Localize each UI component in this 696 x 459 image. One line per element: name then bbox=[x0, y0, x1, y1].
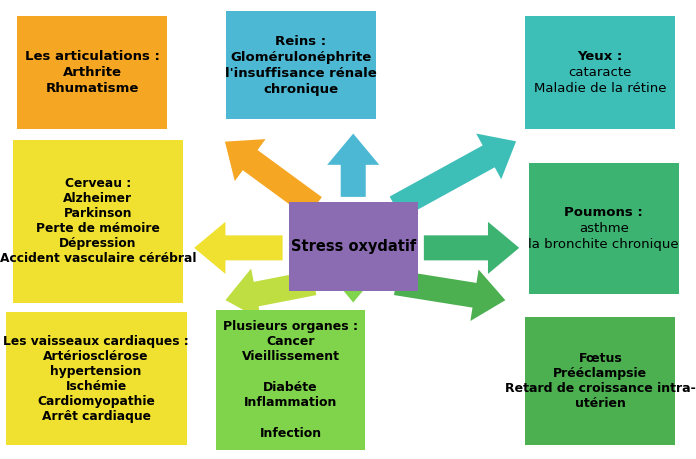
Text: hypertension: hypertension bbox=[50, 364, 142, 378]
FancyBboxPatch shape bbox=[226, 11, 376, 119]
Text: Inflammation: Inflammation bbox=[244, 396, 338, 409]
Text: Vieillissement: Vieillissement bbox=[242, 350, 340, 364]
Text: utérien: utérien bbox=[575, 397, 626, 410]
Text: Cardiomyopathie: Cardiomyopathie bbox=[37, 395, 155, 408]
Text: Ischémie: Ischémie bbox=[65, 380, 127, 393]
FancyBboxPatch shape bbox=[525, 16, 675, 129]
Text: Stress oxydatif: Stress oxydatif bbox=[291, 239, 416, 254]
FancyBboxPatch shape bbox=[13, 140, 183, 303]
Text: l'insuffisance rénale: l'insuffisance rénale bbox=[225, 67, 377, 80]
FancyBboxPatch shape bbox=[525, 317, 675, 445]
FancyBboxPatch shape bbox=[17, 16, 167, 129]
Text: Les articulations :: Les articulations : bbox=[25, 50, 159, 63]
Text: Fœtus: Fœtus bbox=[578, 352, 622, 364]
Text: Cerveau :: Cerveau : bbox=[65, 178, 131, 190]
Text: Cancer: Cancer bbox=[267, 335, 315, 348]
Text: Alzheimer: Alzheimer bbox=[63, 192, 132, 206]
Text: Prééclampsie: Prééclampsie bbox=[553, 367, 647, 380]
FancyBboxPatch shape bbox=[216, 310, 365, 450]
Text: Dépression: Dépression bbox=[59, 237, 136, 251]
Text: Rhumatisme: Rhumatisme bbox=[45, 82, 139, 95]
Text: Maladie de la rétine: Maladie de la rétine bbox=[534, 82, 667, 95]
Text: Glomérulonéphrite: Glomérulonéphrite bbox=[230, 51, 372, 64]
Text: chronique: chronique bbox=[264, 83, 338, 96]
Text: la bronchite chronique: la bronchite chronique bbox=[528, 238, 679, 251]
Text: Diabéte: Diabéte bbox=[263, 381, 318, 394]
Text: Plusieurs organes :: Plusieurs organes : bbox=[223, 320, 358, 333]
Text: cataracte: cataracte bbox=[569, 66, 632, 79]
Text: Infection: Infection bbox=[260, 427, 322, 440]
Text: Artériosclérose: Artériosclérose bbox=[43, 350, 149, 363]
FancyBboxPatch shape bbox=[6, 312, 187, 445]
Text: Les vaisseaux cardiaques :: Les vaisseaux cardiaques : bbox=[3, 335, 189, 347]
Text: Poumons :: Poumons : bbox=[564, 206, 643, 219]
Text: asthme: asthme bbox=[579, 222, 628, 235]
FancyBboxPatch shape bbox=[529, 163, 679, 294]
Text: Accident vasculaire cérébral: Accident vasculaire cérébral bbox=[0, 252, 196, 265]
Text: Parkinson: Parkinson bbox=[63, 207, 132, 220]
FancyBboxPatch shape bbox=[289, 202, 418, 291]
Text: Arrêt cardiaque: Arrêt cardiaque bbox=[42, 410, 150, 423]
Text: Retard de croissance intra-: Retard de croissance intra- bbox=[505, 382, 696, 395]
Text: Yeux :: Yeux : bbox=[578, 50, 623, 63]
Text: Arthrite: Arthrite bbox=[63, 66, 122, 79]
Text: Perte de mémoire: Perte de mémoire bbox=[36, 223, 159, 235]
Text: Reins :: Reins : bbox=[276, 35, 326, 48]
